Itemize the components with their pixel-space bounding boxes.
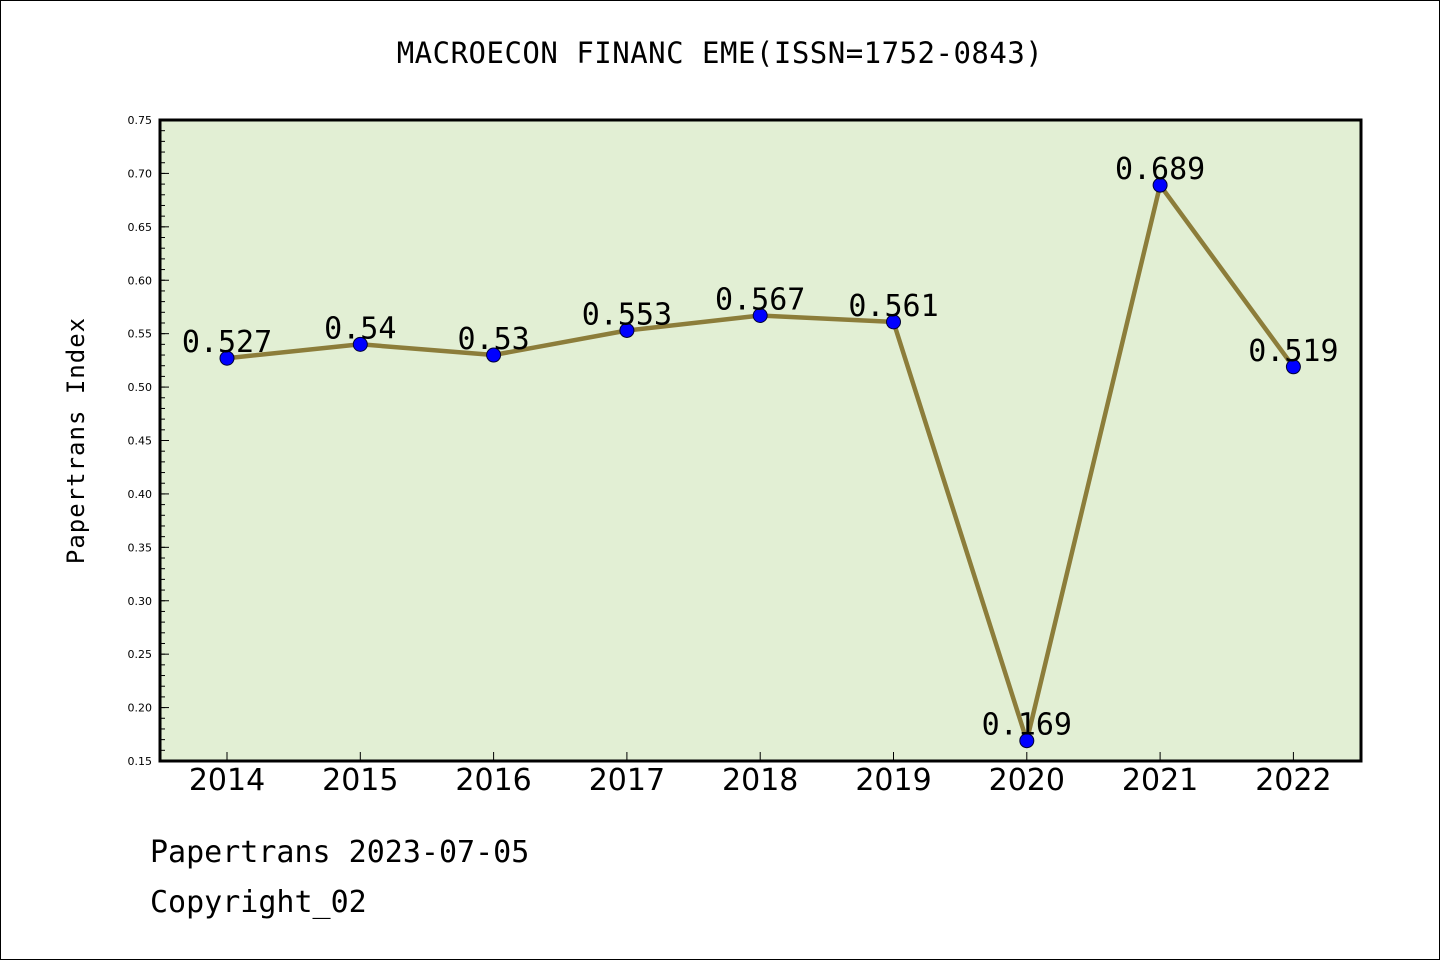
data-point	[1285, 359, 1301, 375]
data-point	[486, 347, 502, 363]
y-tick-label: 0.30	[128, 595, 153, 608]
x-tick-label: 2018	[722, 763, 798, 798]
plot-border	[158, 118, 1363, 763]
y-tick-label: 0.60	[128, 274, 153, 287]
data-label: 0.561	[848, 289, 938, 324]
data-point	[352, 336, 368, 352]
footer-date: Papertrans 2023-07-05	[150, 835, 530, 870]
x-tick-label: 2014	[189, 763, 265, 798]
data-label: 0.689	[1115, 152, 1205, 187]
data-label: 0.169	[982, 708, 1072, 743]
chart-title: MACROECON FINANC EME(ISSN=1752-0843)	[396, 36, 1044, 70]
data-label: 0.54	[324, 311, 396, 346]
data-points	[219, 177, 1301, 749]
x-axis: 2014 2015 2016 2017 2018 2019 2020 2021 2022	[189, 752, 1332, 798]
y-tick-label: 0.35	[128, 541, 153, 554]
x-tick-label: 2021	[1122, 763, 1198, 798]
data-point	[1019, 733, 1035, 749]
y-axis: 0.15 0.20 0.25 0.30 0.35 0.40 0.45 0.50 0.55 0.60…	[128, 114, 169, 768]
y-tick-label: 0.50	[128, 381, 153, 394]
y-tick-label: 0.40	[128, 488, 153, 501]
data-point	[886, 314, 901, 330]
data-label: 0.567	[715, 283, 805, 318]
y-tick-label: 0.65	[128, 221, 153, 234]
data-label: 0.53	[457, 322, 529, 357]
data-point	[219, 350, 235, 366]
x-tick-label: 2019	[855, 763, 931, 798]
y-axis-label: Papertrans Index	[62, 317, 90, 564]
x-tick-label: 2017	[589, 763, 665, 798]
y-tick-label: 0.75	[128, 114, 153, 127]
footer-copyright: Copyright_02	[150, 885, 367, 920]
data-label: 0.519	[1248, 334, 1338, 369]
plot-area	[160, 120, 1361, 761]
y-tick-label: 0.25	[128, 648, 153, 661]
x-tick-label: 2020	[989, 763, 1065, 798]
x-tick-label: 2022	[1255, 763, 1331, 798]
y-tick-label: 0.70	[128, 167, 153, 180]
data-point	[752, 308, 768, 324]
x-tick-label: 2016	[455, 763, 531, 798]
y-tick-label: 0.15	[128, 755, 153, 768]
y-tick-label: 0.20	[128, 702, 153, 715]
x-tick-label: 2015	[322, 763, 398, 798]
data-label: 0.527	[182, 325, 272, 360]
data-point	[1152, 177, 1168, 193]
data-label: 0.553	[582, 297, 672, 332]
data-point	[619, 322, 635, 338]
y-tick-label: 0.45	[128, 435, 153, 448]
y-tick-label: 0.55	[128, 328, 153, 341]
data-labels: 0.527 0.54 0.53 0.553 0.567 0.561 0.169 0.689 0.…	[182, 152, 1339, 743]
